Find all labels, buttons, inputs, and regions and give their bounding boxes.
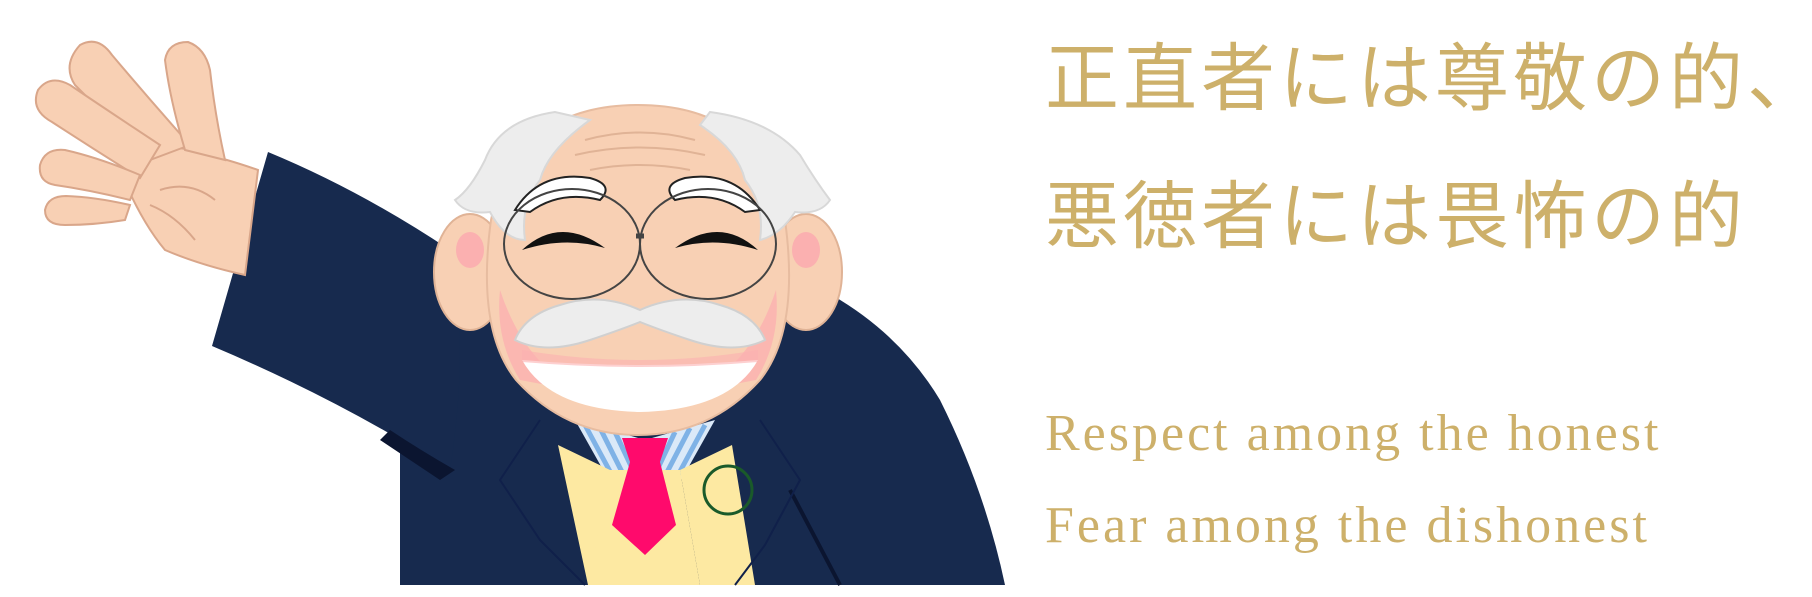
suit-shadow-line <box>788 489 842 586</box>
eyebrow-left <box>513 175 607 214</box>
hand-palm-lines <box>149 185 216 241</box>
waving-hand <box>34 40 260 277</box>
mustache <box>513 298 767 349</box>
eyebrow-right <box>668 175 762 214</box>
slogan-block: 正直者には尊敬の的、 悪徳者には畏怖の的 Respect among the h… <box>1045 0 1812 597</box>
sleeve-shadow <box>380 430 455 480</box>
slogan-english-line-1: Respect among the honest <box>1045 405 1662 462</box>
mouth-upper <box>522 350 758 367</box>
tie-blade <box>612 462 676 555</box>
mouth <box>522 360 758 412</box>
glasses <box>503 188 777 300</box>
tie-knot <box>622 438 668 462</box>
eye-left <box>522 231 605 250</box>
eye-right <box>675 231 758 250</box>
suit-sleeve <box>212 152 460 470</box>
old-man-waving-illustration <box>34 40 1005 586</box>
lapel-pin <box>702 464 754 516</box>
slogan-japanese-line-1: 正直者には尊敬の的、 <box>1045 36 1812 122</box>
slogan-english-line-2: Fear among the dishonest <box>1045 497 1650 554</box>
forehead-wrinkles <box>574 131 706 171</box>
slogan-japanese-line-2: 悪徳者には畏怖の的 <box>1045 174 1747 260</box>
hair-right <box>698 110 832 242</box>
hair-left <box>453 110 593 242</box>
lapel-outline <box>498 419 802 586</box>
